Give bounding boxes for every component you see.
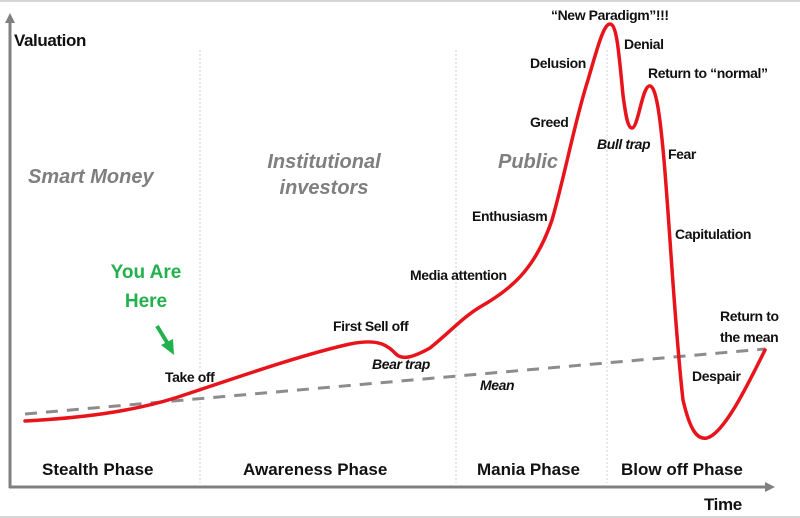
stage-fear: Fear xyxy=(668,146,696,162)
stage-first-sell-off: First Sell off xyxy=(333,318,409,334)
y-axis-arrow-icon xyxy=(5,13,15,23)
stage-bear-trap: Bear trap xyxy=(372,356,430,372)
phase-awareness: Awareness Phase xyxy=(243,460,388,479)
stage-media-attention: Media attention xyxy=(410,267,507,283)
x-axis-arrow-icon xyxy=(765,482,775,492)
group-public: Public xyxy=(498,151,559,173)
mean-line xyxy=(24,347,766,416)
stage-return-to-mean: Return to the mean xyxy=(720,306,779,348)
stage-bull-trap: Bull trap xyxy=(597,136,651,152)
stage-enthusiasm: Enthusiasm xyxy=(472,208,548,224)
stage-return-to-mean-line2: the mean xyxy=(720,329,779,345)
you-are-here-label: You Are Here xyxy=(98,258,194,316)
stage-despair: Despair xyxy=(692,368,741,384)
stage-take-off: Take off xyxy=(165,369,215,385)
phase-stealth: Stealth Phase xyxy=(42,460,154,479)
phase-blow-off: Blow off Phase xyxy=(621,460,743,479)
group-smart-money: Smart Money xyxy=(28,166,154,188)
you-are-here-arrow-shaft xyxy=(155,324,170,346)
stage-greed: Greed xyxy=(530,114,569,130)
stage-new-paradigm: “New Paradigm”!!! xyxy=(551,7,669,23)
valuation-curve xyxy=(23,22,767,440)
bottom-border xyxy=(0,516,800,518)
stage-capitulation: Capitulation xyxy=(675,226,752,242)
you-are-here-arrow-icon xyxy=(161,339,174,355)
group-institutional-line2: investors xyxy=(279,177,369,199)
x-axis-label: Time xyxy=(704,495,742,514)
top-border xyxy=(0,0,800,2)
group-institutional-line1: Institutional xyxy=(267,151,381,173)
mean-label: Mean xyxy=(480,377,515,393)
stage-return-to-normal: Return to “normal” xyxy=(648,65,768,81)
stage-denial: Denial xyxy=(624,36,664,52)
you-are-here-line2: Here xyxy=(124,291,168,312)
y-axis-label: Valuation xyxy=(14,31,86,50)
group-institutional-investors: Institutional investors xyxy=(254,149,394,201)
phase-mania: Mania Phase xyxy=(477,460,580,479)
stage-return-to-mean-line1: Return to xyxy=(720,308,779,324)
stage-delusion: Delusion xyxy=(530,55,586,71)
you-are-here-line1: You Are xyxy=(110,262,182,283)
